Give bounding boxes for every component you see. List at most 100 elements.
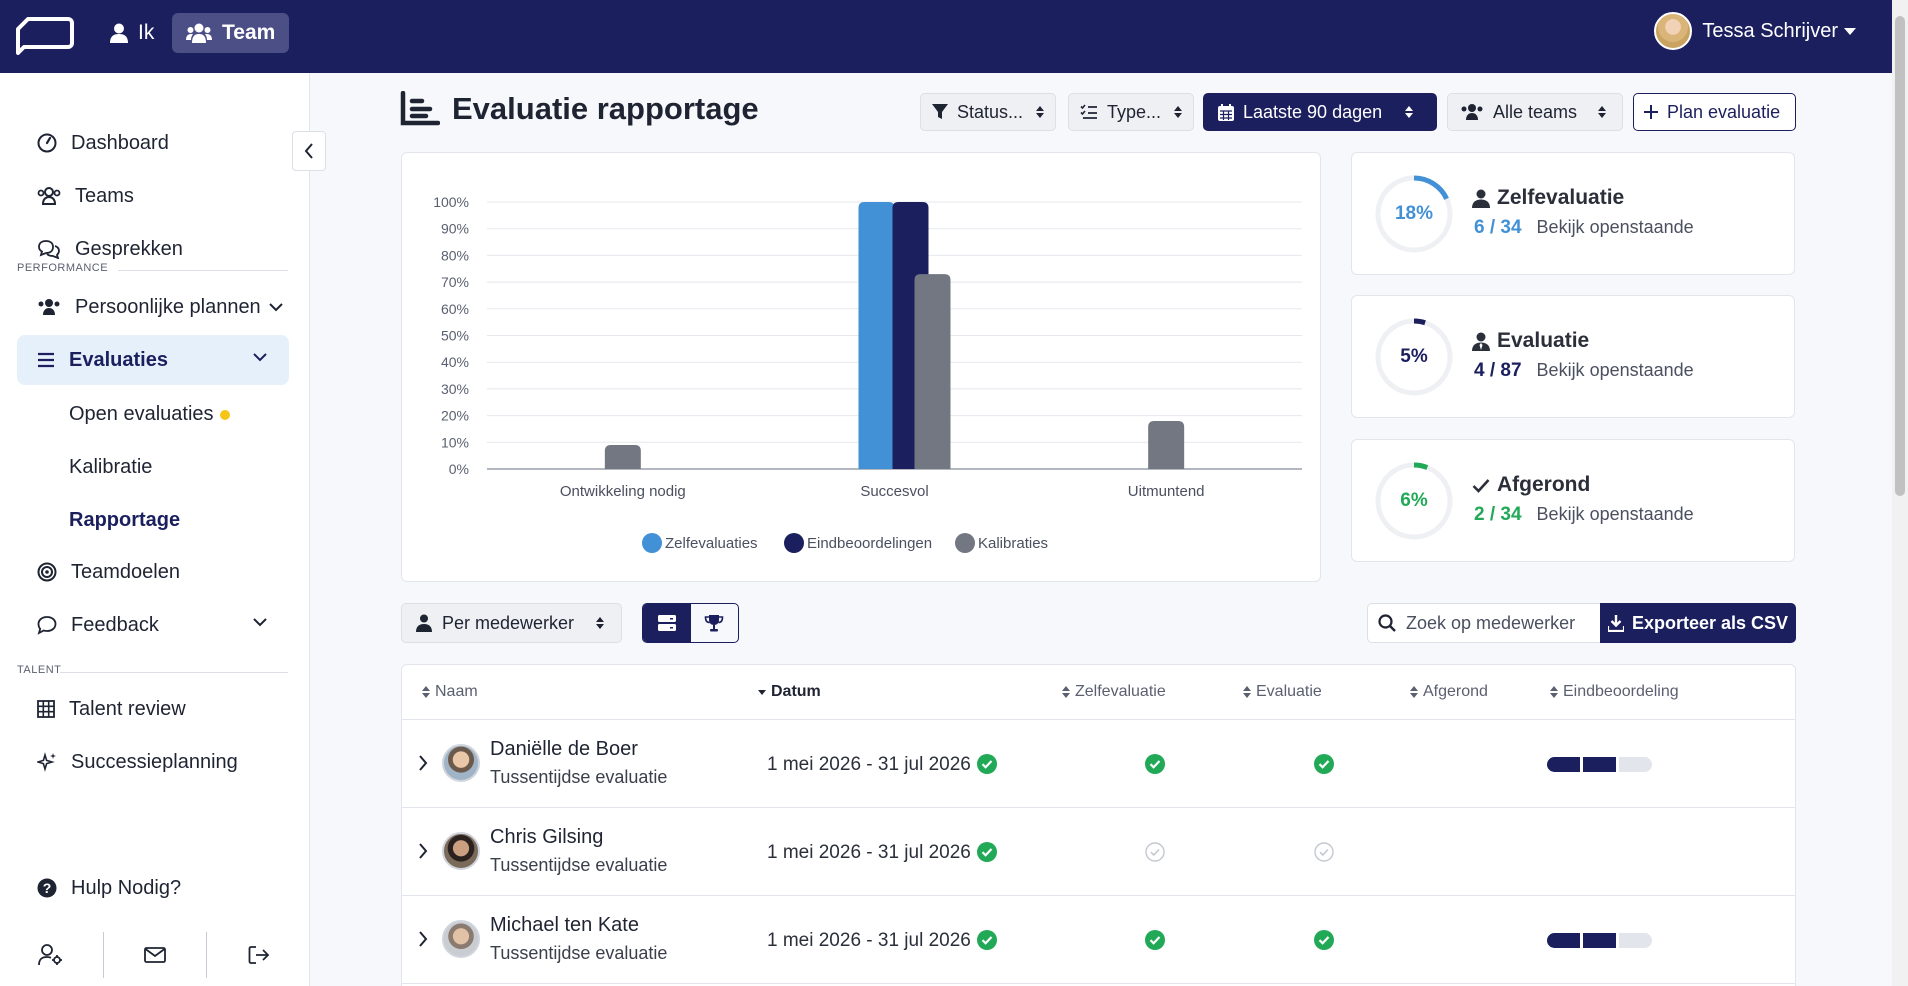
evaluation-type: Tussentijdse evaluatie xyxy=(490,855,668,875)
collapse-sidebar-button[interactable] xyxy=(292,131,326,171)
evaluation-period: 1 mei 2026 - 31 jul 2026 xyxy=(767,930,971,951)
sidebar-item-feedback[interactable]: Feedback xyxy=(17,600,289,650)
period-filter-label: Laatste 90 dagen xyxy=(1243,101,1383,122)
chevron-right-icon[interactable] xyxy=(418,843,428,859)
sidebar-item-successieplanning[interactable]: Successieplanning xyxy=(17,737,289,787)
messages-button[interactable] xyxy=(104,932,207,978)
column-header-label: Evaluatie xyxy=(1256,683,1322,700)
ranking-view-button[interactable] xyxy=(691,604,739,642)
chevron-right-icon[interactable] xyxy=(418,755,428,771)
employee-name[interactable]: Chris Gilsing xyxy=(490,826,604,848)
type-filter[interactable]: Type... xyxy=(1068,93,1195,131)
rating-segment xyxy=(1583,757,1616,772)
sidebar-sub-label: Open evaluaties xyxy=(69,403,214,425)
column-header-eindbeoordeling[interactable]: Eindbeoordeling xyxy=(1546,683,1679,701)
view-open-link[interactable]: Bekijk openstaande xyxy=(1536,217,1694,237)
chevron-right-icon[interactable] xyxy=(418,931,428,947)
sort-icon xyxy=(1243,686,1251,698)
comment-icon xyxy=(37,616,57,635)
page-title: Evaluatie rapportage xyxy=(400,91,759,127)
bar-zelfevaluaties[interactable] xyxy=(858,202,895,469)
sidebar-sub-open-evaluaties[interactable]: Open evaluaties xyxy=(69,403,230,426)
legend-marker xyxy=(955,533,975,553)
list-view-button[interactable] xyxy=(643,604,691,642)
sidebar-item-talent-review[interactable]: Talent review xyxy=(17,684,289,734)
section-divider xyxy=(118,270,288,271)
evaluations-table: Naam Datum Zelfevaluatie Evaluatie Afger… xyxy=(401,664,1796,986)
sidebar-item-teamdoelen[interactable]: Teamdoelen xyxy=(17,547,289,597)
group-by-select[interactable]: Per medewerker xyxy=(401,603,622,643)
check-circle-empty-icon xyxy=(1314,842,1334,862)
sidebar-item-label: Evaluaties xyxy=(69,348,168,371)
check-circle-icon xyxy=(1145,930,1165,950)
status-filter-label: Status... xyxy=(957,101,1024,122)
footer-divider xyxy=(206,931,208,978)
sidebar-sub-rapportage[interactable]: Rapportage xyxy=(69,509,181,531)
sidebar-item-persoonlijke-plannen[interactable]: Persoonlijke plannen xyxy=(17,282,289,332)
table-row[interactable]: Chris Gilsing Tussentijdse evaluatie 1 mei… xyxy=(402,809,1795,896)
logout-button[interactable] xyxy=(207,932,310,978)
sidebar-sub-kalibratie[interactable]: Kalibratie xyxy=(69,456,153,478)
caret-down-icon xyxy=(1844,27,1856,35)
bar-kalibraties[interactable] xyxy=(1148,420,1185,469)
legend-label[interactable]: Zelfevaluaties xyxy=(665,535,758,552)
view-open-link[interactable]: Bekijk openstaande xyxy=(1536,504,1694,524)
period-filter[interactable]: Laatste 90 dagen xyxy=(1203,93,1437,131)
column-header-datum[interactable]: Datum xyxy=(754,683,821,701)
search-icon xyxy=(1378,614,1396,632)
check-circle-icon xyxy=(1145,754,1165,774)
sidebar-item-gesprekken[interactable]: Gesprekken xyxy=(17,224,289,274)
y-tick-label: 0% xyxy=(449,461,469,477)
sidebar-item-teams[interactable]: Teams xyxy=(17,171,289,221)
column-header-evaluatie[interactable]: Evaluatie xyxy=(1239,683,1322,701)
user-menu[interactable]: Tessa Schrijver xyxy=(1654,12,1856,50)
y-tick-label: 80% xyxy=(441,247,469,263)
table-row[interactable]: Michael ten Kate Tussentijdse evaluatie 1 … xyxy=(402,897,1795,984)
plan-evaluatie-label: Plan evaluatie xyxy=(1667,101,1781,122)
teams-filter[interactable]: Alle teams xyxy=(1447,93,1623,131)
bar-kalibraties[interactable] xyxy=(604,444,641,469)
legend-label[interactable]: Kalibraties xyxy=(978,535,1048,552)
user-settings-button[interactable] xyxy=(0,932,103,978)
plan-evaluatie-button[interactable]: Plan evaluatie xyxy=(1633,93,1796,131)
column-header-naam[interactable]: Naam xyxy=(418,683,478,701)
y-tick-label: 100% xyxy=(433,194,469,210)
user-icon xyxy=(416,614,432,632)
stat-detail: 4 / 87 Bekijk openstaande xyxy=(1474,360,1694,382)
y-tick-label: 90% xyxy=(441,221,469,237)
rating-segment xyxy=(1547,757,1580,772)
notification-dot xyxy=(219,409,230,420)
sidebar-item-dashboard[interactable]: Dashboard xyxy=(17,118,289,168)
column-header-label: Datum xyxy=(771,683,821,700)
page-scrollbar[interactable] xyxy=(1892,0,1908,986)
svg-text:?: ? xyxy=(43,880,52,896)
evaluation-type: Tussentijdse evaluatie xyxy=(490,943,668,963)
page-title-text: Evaluatie rapportage xyxy=(452,91,759,126)
y-tick-label: 10% xyxy=(441,434,469,450)
nav-team-button[interactable]: Team xyxy=(172,13,290,53)
column-header-afgerond[interactable]: Afgerond xyxy=(1406,683,1488,701)
sidebar-item-help[interactable]: ? Hulp Nodig? xyxy=(17,863,289,913)
evaluation-period: 1 mei 2026 - 31 jul 2026 xyxy=(767,754,971,775)
employee-name[interactable]: Daniëlle de Boer xyxy=(490,738,638,760)
server-icon xyxy=(657,615,676,631)
y-tick-label: 60% xyxy=(441,301,469,317)
view-toggle xyxy=(642,603,739,643)
legend-label[interactable]: Eindbeoordelingen xyxy=(807,535,932,552)
app-logo-icon[interactable] xyxy=(16,15,74,55)
search-input[interactable] xyxy=(1406,612,1576,634)
column-header-zelfevaluatie[interactable]: Zelfevaluatie xyxy=(1058,683,1166,701)
nav-ik-button[interactable]: Ik xyxy=(96,13,168,53)
scrollbar-thumb[interactable] xyxy=(1895,16,1905,496)
column-header-label: Zelfevaluatie xyxy=(1075,683,1166,700)
view-open-link[interactable]: Bekijk openstaande xyxy=(1536,360,1694,380)
export-csv-button[interactable]: Exporteer als CSV xyxy=(1600,603,1796,643)
table-header: Naam Datum Zelfevaluatie Evaluatie Afger… xyxy=(402,665,1795,720)
teams-filter-label: Alle teams xyxy=(1493,101,1578,122)
employee-name[interactable]: Michael ten Kate xyxy=(490,914,639,936)
sidebar-item-evaluaties[interactable]: Evaluaties xyxy=(17,335,289,385)
table-row[interactable]: Daniëlle de Boer Tussentijdse evaluatie 1 … xyxy=(402,721,1795,808)
stat-card-afgerond: 6% Afgerond 2 / 34 Bekijk openstaande xyxy=(1351,439,1795,562)
status-filter[interactable]: Status... xyxy=(920,93,1057,131)
bar-kalibraties[interactable] xyxy=(914,274,951,469)
